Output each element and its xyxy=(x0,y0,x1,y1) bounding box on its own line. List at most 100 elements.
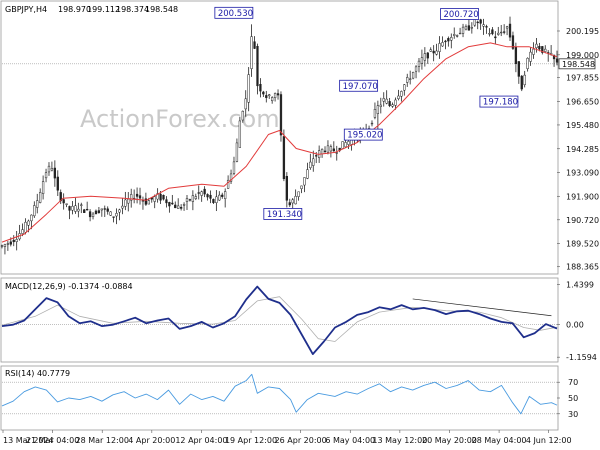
annotation-label: 197.180 xyxy=(483,98,518,108)
candle xyxy=(526,57,529,72)
price-tick-label: 197.855 xyxy=(566,74,599,83)
candle xyxy=(379,97,382,114)
candle-body xyxy=(303,177,306,186)
candle xyxy=(262,90,265,97)
candle xyxy=(397,89,400,101)
candle xyxy=(171,194,174,205)
candle xyxy=(39,188,42,204)
candle-body xyxy=(502,31,506,33)
candle-body xyxy=(306,169,309,179)
candle-body xyxy=(179,206,183,209)
candle xyxy=(3,243,7,255)
candle-body xyxy=(532,48,535,55)
candle xyxy=(376,100,380,135)
candle-body xyxy=(517,61,520,77)
candle xyxy=(438,36,441,59)
ohlc-high: 199.112 xyxy=(87,5,120,14)
candle xyxy=(124,191,127,211)
candle xyxy=(403,84,406,96)
candle xyxy=(118,208,121,221)
candle xyxy=(200,190,203,202)
candle-body xyxy=(77,208,80,212)
candle-body xyxy=(182,204,186,206)
candle xyxy=(253,36,256,50)
candle-body xyxy=(103,208,106,210)
candle-body xyxy=(115,213,118,217)
candle xyxy=(285,172,288,208)
annotation-box xyxy=(339,79,379,92)
candle-body xyxy=(414,66,418,72)
candle xyxy=(552,54,556,67)
candle xyxy=(312,150,315,172)
rsi-layer: 70 50 30 xyxy=(1,373,578,419)
candle-body xyxy=(326,145,330,153)
annotation-label: 191.340 xyxy=(267,210,302,220)
candle-body xyxy=(50,167,54,171)
candle-body xyxy=(403,84,406,91)
candle-body xyxy=(382,98,385,102)
candle xyxy=(341,141,344,149)
candle-body xyxy=(391,104,394,107)
candle-body xyxy=(500,31,503,34)
candle xyxy=(303,177,306,193)
candle-body xyxy=(432,50,435,54)
candle xyxy=(494,31,497,45)
candle-body xyxy=(177,205,180,209)
candle xyxy=(500,24,503,37)
price-tick-label: 199.000 xyxy=(566,51,599,60)
price-tick-label: 193.090 xyxy=(566,169,599,178)
time-tick-label: 13 May 12:00 xyxy=(372,436,427,445)
candle-body xyxy=(379,104,382,107)
candle-body xyxy=(144,198,148,205)
candle xyxy=(400,90,403,102)
candle-body xyxy=(279,94,283,136)
annotation-box xyxy=(479,95,519,108)
candle xyxy=(94,209,98,215)
candle-body xyxy=(276,93,280,96)
candle-body xyxy=(200,191,203,196)
candle xyxy=(21,223,24,237)
candle-body xyxy=(397,95,400,100)
candle xyxy=(464,24,468,31)
candle-body xyxy=(429,49,432,52)
candle-body xyxy=(323,150,327,152)
price-panel-frame xyxy=(0,0,559,275)
candle-body xyxy=(450,37,453,41)
candle-body xyxy=(464,26,468,30)
candle-body xyxy=(315,155,318,157)
candle xyxy=(306,162,309,180)
candle-body xyxy=(520,75,523,90)
price-tick-label: 191.900 xyxy=(566,192,599,201)
macd-tick-label: 0.00 xyxy=(566,321,584,330)
candle xyxy=(532,42,535,59)
candle-body xyxy=(30,214,33,222)
candle xyxy=(71,200,74,215)
candle xyxy=(179,204,183,211)
annotation-label: 200.720 xyxy=(444,10,479,20)
candle xyxy=(244,90,247,117)
candle-body xyxy=(438,43,441,52)
candle xyxy=(411,71,415,80)
candle-body xyxy=(27,220,30,226)
macd-trendline xyxy=(412,298,552,317)
macd-tick-label: -1.1594 xyxy=(566,353,597,362)
candle xyxy=(485,24,488,34)
candle-body xyxy=(341,141,344,149)
time-tick-label: 4 Jun 12:00 xyxy=(526,436,572,445)
candle-body xyxy=(552,54,556,60)
candle-body xyxy=(485,26,488,28)
candle-body xyxy=(332,148,335,152)
candle xyxy=(406,73,409,87)
candle-body xyxy=(441,42,444,47)
candle-body xyxy=(273,93,277,98)
candle-body xyxy=(168,202,171,207)
candle-body xyxy=(476,21,479,24)
candle xyxy=(221,192,224,199)
candle-body xyxy=(253,41,256,49)
candle-body xyxy=(65,203,68,205)
candle-body xyxy=(130,194,133,201)
annotation-box xyxy=(343,128,383,141)
candle xyxy=(103,205,106,217)
candle xyxy=(432,45,435,62)
